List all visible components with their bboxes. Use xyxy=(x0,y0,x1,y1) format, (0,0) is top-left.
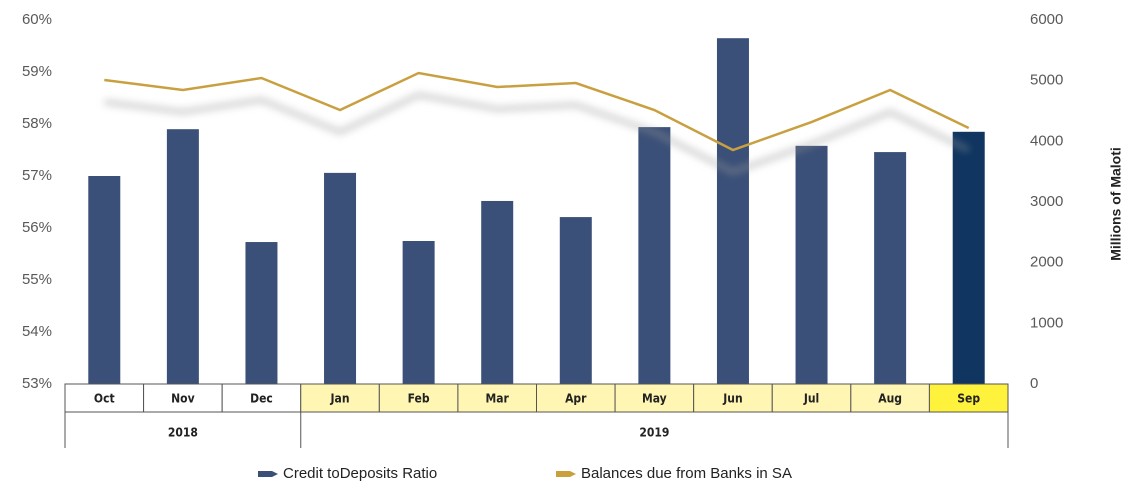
x-tick-label: Sep xyxy=(957,392,980,406)
category-cell xyxy=(614,383,695,413)
y2-tick-label: 2000 xyxy=(1030,254,1063,271)
bar xyxy=(874,152,907,384)
y2-tick-label: 3000 xyxy=(1030,193,1063,210)
year-label: 2018 xyxy=(168,426,198,440)
y-tick-label: 58% xyxy=(22,115,52,132)
category-cell xyxy=(928,383,1009,413)
bar xyxy=(245,242,278,384)
y-tick-label: 57% xyxy=(22,167,52,184)
legend-label: Balances due from Banks in SA xyxy=(581,465,792,482)
y-tick-label: 53% xyxy=(22,375,52,392)
category-cell xyxy=(771,383,852,413)
y-tick-label: 60% xyxy=(22,11,52,28)
bar xyxy=(716,38,749,384)
legend-swatch xyxy=(556,471,576,477)
category-cell xyxy=(221,383,302,413)
legend-label: Credit toDeposits Ratio xyxy=(283,465,437,482)
y-tick-label: 55% xyxy=(22,271,52,288)
line-shadow xyxy=(103,92,970,175)
x-tick-label: Dec xyxy=(250,392,273,406)
category-cell xyxy=(143,383,223,413)
y2-tick-label: 0 xyxy=(1030,375,1038,392)
x-tick-label: Aug xyxy=(878,392,902,406)
y2-axis-label: Millions of Maloti xyxy=(1108,147,1124,261)
x-tick-label: Jan xyxy=(330,392,350,406)
x-tick-label: Jun xyxy=(722,392,742,406)
y2-tick-label: 6000 xyxy=(1030,11,1063,28)
y-tick-label: 59% xyxy=(22,63,52,80)
bar xyxy=(559,217,592,384)
x-tick-label: Apr xyxy=(565,392,587,406)
x-tick-label: Mar xyxy=(486,392,510,406)
category-cell xyxy=(536,383,616,413)
x-tick-label: Nov xyxy=(171,392,195,406)
bar xyxy=(795,145,828,384)
legend-swatch xyxy=(258,471,278,477)
category-cell xyxy=(64,383,145,413)
y-tick-label: 56% xyxy=(22,219,52,236)
x-tick-label: Feb xyxy=(408,392,430,406)
bar xyxy=(166,129,199,384)
x-tick-label: May xyxy=(642,392,667,406)
category-cell xyxy=(378,383,459,413)
y2-tick-label: 4000 xyxy=(1030,132,1063,149)
x-tick-label: Oct xyxy=(94,392,115,406)
category-cell xyxy=(693,383,773,413)
bar xyxy=(638,127,671,385)
bar xyxy=(324,172,357,384)
bar xyxy=(952,131,985,384)
category-cell xyxy=(457,383,537,413)
y2-tick-label: 1000 xyxy=(1030,314,1063,331)
bar xyxy=(402,241,435,384)
y2-tick-label: 5000 xyxy=(1030,72,1063,89)
bar xyxy=(88,176,121,384)
line xyxy=(104,71,970,152)
bar xyxy=(481,200,514,384)
year-label: 2019 xyxy=(639,426,669,440)
y-tick-label: 54% xyxy=(22,323,52,340)
x-tick-label: Jul xyxy=(803,392,819,406)
